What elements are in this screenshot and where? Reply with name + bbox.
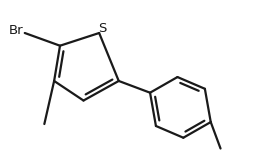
- Text: S: S: [98, 22, 106, 35]
- Text: Br: Br: [9, 24, 24, 36]
